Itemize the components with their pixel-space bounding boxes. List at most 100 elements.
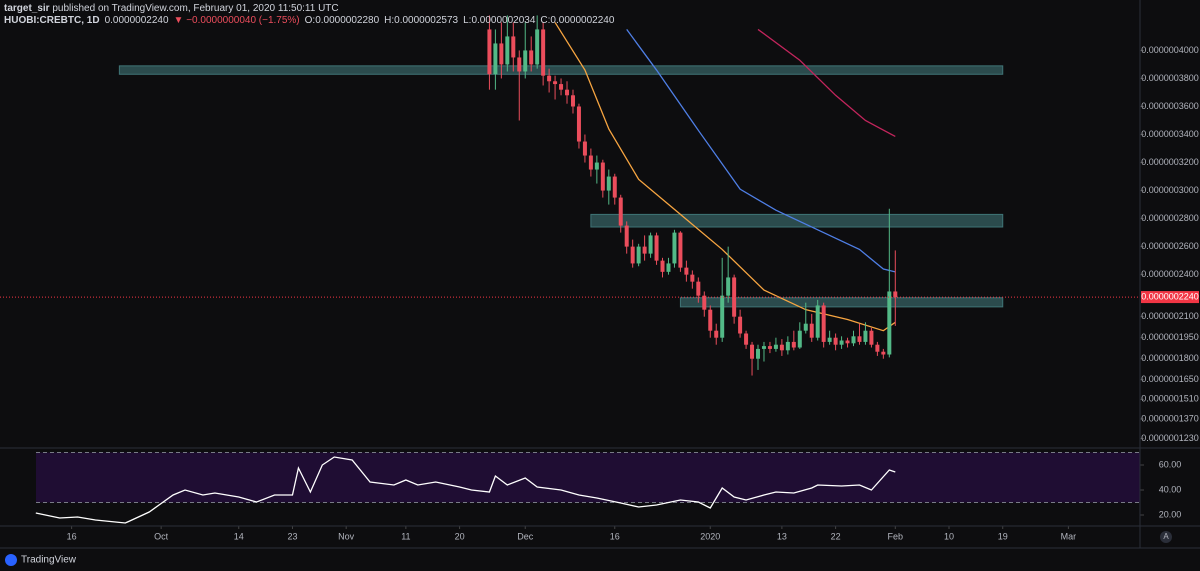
candle-body [541,29,546,76]
candle-body [833,337,838,345]
candle-body [767,346,772,349]
author: target_sir [4,3,50,14]
zone [118,65,1004,75]
candle-body [803,323,808,331]
symbol: HUOBI:CREBTC, 1D [4,15,100,26]
candle-body [654,235,659,261]
y-tick-label: 0.0000001950 [1141,332,1199,342]
moving-average [626,29,896,273]
candle-body [505,36,510,65]
candle-body [708,309,713,331]
y-tick-label: 0.0000001650 [1141,374,1199,384]
x-tick-label: Oct [154,531,169,541]
ohlc: L:0.0000002034 [463,15,536,26]
candle-body [487,29,492,75]
candle-body [594,162,599,170]
candle-body [815,305,820,338]
candle-body [529,50,534,65]
candle-body [672,232,677,264]
x-tick-label: Dec [517,531,534,541]
ohlc: C:0.0000002240 [540,15,614,26]
auto-scale-button[interactable] [1160,531,1172,543]
candle-body [893,291,898,298]
candle-body [845,340,850,344]
candle-body [821,305,826,342]
candle-body [582,141,587,156]
candle-body [756,348,761,359]
candle-body [869,330,874,345]
rsi-line [35,456,896,524]
candle-body [696,281,701,296]
candle-body [553,81,558,85]
published: published on TradingView.com, February 0… [50,3,339,14]
candle-body [570,95,575,107]
x-tick-label: 13 [777,531,787,541]
x-tick-label: Feb [888,531,904,541]
x-tick-label: 2020 [700,531,720,541]
symbol-line: HUOBI:CREBTC, 1D 0.0000002240 ▼ −0.0000000… [4,15,615,26]
candle-body [851,336,856,344]
candle-body [499,43,504,65]
candle-body [750,344,755,359]
price-label-box [1141,291,1199,304]
y-tick-label: 0.0000003400 [1141,129,1199,139]
candle-body [702,295,707,310]
candle-body [678,232,683,268]
candle-body [791,341,796,348]
candle-body [785,341,790,351]
candle-body [714,330,719,338]
candle-body [744,333,749,345]
y-tick-label: 0.0000002600 [1141,241,1199,251]
candle-body [797,330,802,348]
x-tick-label: Mar [1061,531,1077,541]
candle-body [773,344,778,349]
ohlc: O:0.0000002280 [305,15,380,26]
candle-body [517,57,522,72]
candle-body [612,176,617,198]
candle-body [565,89,570,96]
y-tick-label: 0.0000003800 [1141,73,1199,83]
x-tick-label: 22 [831,531,841,541]
candle-body [523,50,528,72]
y-tick-label: 0.0000002800 [1141,213,1199,223]
y-tick-label: 0.0000001370 [1141,413,1199,423]
candle-body [809,323,814,338]
y-tick-label: 0.0000001510 [1141,394,1199,404]
plot-layer: 0.0000004000 0.0000003800 0.0000003600 0.00… [0,15,1199,541]
candle-body [618,197,623,226]
candle-body [720,295,725,338]
candle-body [576,106,581,142]
candle-body [636,246,641,264]
candle-body [761,346,766,349]
candle-body [535,29,540,65]
candle-body [887,291,892,355]
y-tick-label: 0.0000002100 [1141,311,1199,321]
last-price: 0.0000002240 [105,15,169,26]
candle-body [881,351,886,355]
auto-scale-label[interactable]: A [1163,532,1169,541]
x-tick-label: 19 [998,531,1008,541]
candle-body [600,162,605,191]
x-tick-label: 16 [67,531,77,541]
candle-body [493,43,498,75]
moving-average [554,22,896,332]
y-tick-label: 0.0000004000 [1141,45,1199,55]
y-tick-label: 0.0000001230 [1141,433,1199,443]
ohlc: H:0.0000002573 [384,15,458,26]
y-tick-label: 60.00 [1159,459,1182,469]
candle-body [642,246,647,254]
candle-body [779,344,784,351]
candle-body [624,225,629,247]
candle-body [606,176,611,191]
candle-body [684,267,689,275]
y-tick-label: 0.0000002400 [1141,269,1199,279]
candle-body [690,274,695,282]
price-label: 0.0000002240 [1141,291,1199,301]
candle-body [660,260,665,272]
y-tick-label: 0.0000003000 [1141,185,1199,195]
y-tick-label: 0.0000003200 [1141,157,1199,167]
candle-body [839,340,844,345]
candle-body [863,330,868,342]
candle-body [630,246,635,264]
